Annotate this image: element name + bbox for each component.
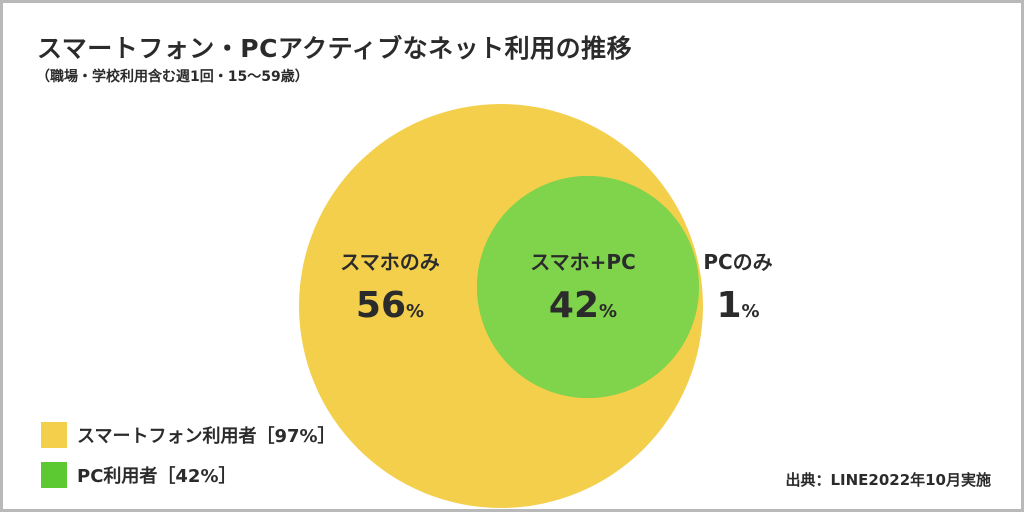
value-number: 1 bbox=[716, 285, 741, 326]
venn-diagram: スマホのみ 56% スマホ+PC 42% PCのみ 1% bbox=[299, 104, 773, 508]
region-label-smartphone-only: スマホのみ bbox=[340, 250, 439, 274]
legend-item-smartphone: スマートフォン利用者［97%］ bbox=[41, 421, 336, 449]
region-value-both: 42% bbox=[549, 285, 617, 326]
value-unit: % bbox=[599, 301, 617, 322]
chart-subtitle: （職場・学校利用含む週1回・15～59歳） bbox=[36, 69, 309, 85]
legend: スマートフォン利用者［97%］ PC利用者［42%］ bbox=[41, 421, 336, 501]
legend-label-pc: PC利用者［42%］ bbox=[77, 466, 237, 487]
region-label-pc-only: PCのみ bbox=[703, 250, 772, 274]
source-note: 出典：LINE2022年10月実施 bbox=[785, 471, 991, 489]
region-pc-only: PCのみ 1% bbox=[703, 250, 772, 326]
legend-swatch-smartphone bbox=[41, 422, 67, 448]
region-smartphone-only: スマホのみ 56% bbox=[340, 250, 439, 326]
chart-title: スマートフォン・PCアクティブなネット利用の推移 bbox=[37, 34, 633, 63]
region-both: スマホ+PC 42% bbox=[530, 250, 636, 326]
value-unit: % bbox=[742, 301, 760, 322]
legend-swatch-pc bbox=[41, 462, 67, 488]
value-unit: % bbox=[406, 301, 424, 322]
region-value-smartphone-only: 56% bbox=[356, 285, 424, 326]
legend-label-smartphone: スマートフォン利用者［97%］ bbox=[77, 426, 336, 447]
value-number: 56 bbox=[356, 285, 406, 326]
overlap-region bbox=[477, 176, 699, 398]
region-label-both: スマホ+PC bbox=[530, 250, 636, 274]
legend-item-pc: PC利用者［42%］ bbox=[41, 461, 336, 489]
value-number: 42 bbox=[549, 285, 599, 326]
region-value-pc-only: 1% bbox=[716, 285, 759, 326]
